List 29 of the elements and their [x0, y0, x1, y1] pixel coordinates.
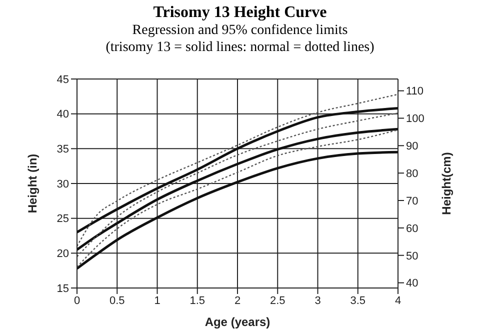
y-tick-label: 40 [56, 108, 69, 121]
x-tick-label: 4 [394, 294, 402, 307]
y-tick-label: 25 [56, 213, 69, 226]
x-tick-label: 2.5 [270, 294, 286, 307]
x-tick-label: 1.5 [190, 294, 206, 307]
y-tick-label: 30 [56, 178, 69, 190]
x-tick-label: 2 [234, 294, 241, 307]
x-axis-title: Age (years) [204, 315, 270, 329]
x-tick-label: 0.5 [109, 294, 125, 307]
y-axis-title: Height (in) [25, 154, 40, 214]
x-tick-label: 0 [74, 294, 80, 307]
x-tick-label: 3 [314, 294, 321, 307]
x-tick-label: 1 [154, 294, 160, 307]
y-tick-label: 15 [56, 282, 69, 295]
y2-tick-label: 80 [406, 168, 418, 180]
x-tick-label: 3.5 [350, 294, 366, 307]
y2-tick-label: 40 [406, 278, 418, 290]
y-tick-label: 45 [56, 74, 69, 86]
chart-title: Trisomy 13 Height Curve [152, 4, 328, 22]
y-tick-label: 20 [56, 248, 69, 260]
y2-tick-label: 50 [406, 250, 418, 262]
y-tick-label: 35 [56, 144, 69, 156]
y2-tick-label: 60 [406, 222, 418, 235]
y2-tick-label: 70 [406, 195, 418, 208]
y2-axis-title: Height(cm) [439, 152, 454, 215]
y2-tick-label: 90 [406, 140, 418, 153]
chart-subtitle: Regression and 95% confidence limits (trisomy 13 = solid lines: normal = dotted lines) [104, 22, 376, 56]
y2-tick-label: 100 [406, 113, 424, 126]
y2-tick-label: 110 [406, 86, 424, 98]
